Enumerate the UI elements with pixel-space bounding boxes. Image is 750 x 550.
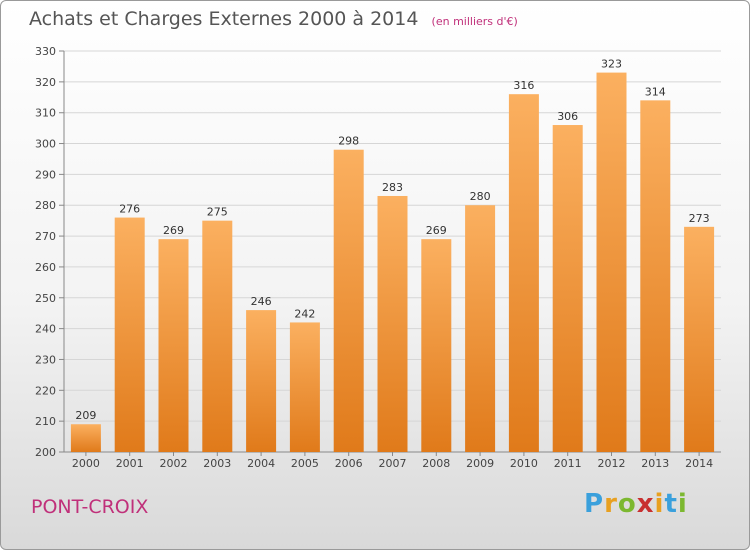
bar — [377, 195, 408, 452]
bar-value-label: 280 — [470, 190, 491, 203]
x-tick-label: 2007 — [379, 457, 407, 470]
bar — [421, 239, 452, 452]
x-tick-label: 2011 — [554, 457, 582, 470]
bar — [114, 217, 145, 452]
bar-value-label: 323 — [601, 58, 622, 71]
x-tick-label: 2008 — [422, 457, 450, 470]
x-tick-label: 2013 — [641, 457, 669, 470]
x-tick-label: 2003 — [203, 457, 231, 470]
chart-subtitle: (en milliers d'€) — [431, 15, 518, 28]
bar-value-label: 246 — [251, 295, 272, 308]
bar-value-label: 283 — [382, 181, 403, 194]
y-tick-label: 280 — [35, 199, 56, 212]
x-tick-label: 2002 — [160, 457, 188, 470]
x-tick-label: 2012 — [598, 457, 626, 470]
y-tick-label: 260 — [35, 261, 56, 274]
bar-value-label: 298 — [338, 135, 359, 148]
bar — [158, 239, 189, 452]
x-tick-label: 2010 — [510, 457, 538, 470]
bar — [684, 226, 715, 452]
bar-value-label: 314 — [645, 85, 666, 98]
y-tick-label: 330 — [35, 45, 56, 58]
bar-value-label: 276 — [119, 203, 140, 216]
bar — [508, 94, 539, 452]
y-tick-label: 310 — [35, 107, 56, 120]
bar-value-label: 242 — [294, 307, 315, 320]
bar — [333, 149, 364, 452]
x-tick-label: 2005 — [291, 457, 319, 470]
bar-value-label: 269 — [163, 224, 184, 237]
title-row: Achats et Charges Externes 2000 à 2014 (… — [29, 8, 518, 30]
bar — [202, 220, 233, 452]
bar — [289, 322, 320, 452]
y-tick-label: 320 — [35, 76, 56, 89]
y-tick-label: 200 — [35, 446, 56, 459]
bar — [596, 72, 627, 452]
x-tick-label: 2004 — [247, 457, 275, 470]
y-tick-label: 270 — [35, 230, 56, 243]
x-tick-label: 2014 — [685, 457, 713, 470]
y-tick-label: 290 — [35, 168, 56, 181]
bar-value-label: 316 — [513, 79, 534, 92]
bar-value-label: 269 — [426, 224, 447, 237]
bar — [465, 205, 496, 452]
chart-title: Achats et Charges Externes 2000 à 2014 — [29, 8, 419, 30]
y-tick-label: 220 — [35, 384, 56, 397]
bar — [246, 310, 277, 452]
x-tick-label: 2006 — [335, 457, 363, 470]
bar — [552, 125, 583, 453]
y-tick-label: 210 — [35, 415, 56, 428]
bar-value-label: 273 — [689, 212, 710, 225]
bar-value-label: 306 — [557, 110, 578, 123]
y-tick-label: 230 — [35, 353, 56, 366]
x-tick-label: 2009 — [466, 457, 494, 470]
y-tick-label: 240 — [35, 323, 56, 336]
bar — [70, 424, 101, 452]
place-name: PONT-CROIX — [31, 496, 149, 518]
bar-value-label: 209 — [75, 409, 96, 422]
bar — [640, 100, 671, 452]
y-tick-label: 300 — [35, 138, 56, 151]
x-tick-label: 2001 — [116, 457, 144, 470]
y-tick-label: 250 — [35, 292, 56, 305]
proxiti-logo: Proxiti — [584, 489, 688, 519]
bar-value-label: 275 — [207, 206, 228, 219]
x-tick-label: 2000 — [72, 457, 100, 470]
